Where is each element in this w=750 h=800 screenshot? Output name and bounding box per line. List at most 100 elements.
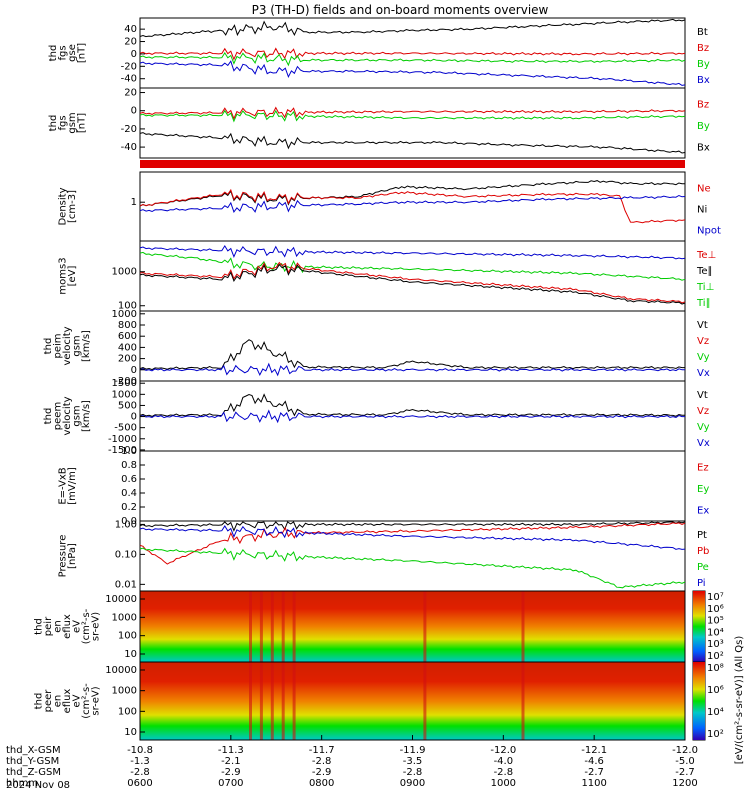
x-tick-label: -2.9 [221, 767, 241, 778]
y-axis-label: gsm [72, 335, 83, 356]
series-Vt [139, 339, 685, 371]
y-tick-label: 500 [118, 400, 137, 411]
y-tick-label: 1500 [112, 378, 137, 389]
y-axis-label: peim [53, 333, 64, 358]
x-tick-label: 0900 [400, 778, 425, 789]
y-axis-label: eV [72, 620, 83, 633]
y-tick-label: 1000 [112, 267, 137, 278]
y-axis-label: fgs [57, 45, 68, 60]
legend-Vx: Vx [697, 368, 710, 379]
y-tick-label: 200 [118, 354, 137, 365]
x-tick-label: -2.7 [584, 767, 604, 778]
y-tick-label: 0.10 [115, 549, 137, 560]
y-axis-label: eV [72, 694, 83, 707]
y-tick-label: 0.8 [121, 460, 137, 471]
legend-Bz: Bz [697, 43, 709, 54]
x-tick-label: -11.3 [218, 745, 244, 756]
x-tick-label: 1000 [491, 778, 516, 789]
y-axis-label: thd [34, 618, 45, 635]
y-tick-label: 800 [118, 320, 137, 331]
y-tick-label: 0.4 [121, 488, 137, 499]
y-tick-label: 1.00 [115, 519, 137, 530]
y-tick-label: -200 [114, 376, 137, 387]
y-tick-label: -20 [121, 61, 137, 72]
y-axis-label: E=-VxB [57, 467, 68, 504]
y-tick-label: 1000 [112, 686, 137, 697]
x-tick-label: -3.5 [403, 756, 423, 767]
series-Vx [139, 409, 685, 424]
y-tick-label: 100 [118, 631, 137, 642]
series-Vt [139, 393, 685, 417]
y-axis-label: Pressure [57, 535, 68, 578]
y-axis-label: [mV/m] [67, 467, 78, 505]
figure-title: P3 (TH-D) fields and on-board moments ov… [252, 3, 549, 17]
y-tick-label: 0 [131, 106, 137, 117]
series-Pt [139, 521, 686, 532]
y-axis-label: gsm [72, 405, 83, 426]
panel-4: moms3[eV] 1000 100 Te⊥ Te∥ Ti⊥ Ti∥ [57, 240, 716, 312]
series-Te⊥ [139, 261, 686, 304]
series-Te∥ [139, 263, 686, 305]
series-By [139, 109, 686, 123]
series-Pb [139, 522, 686, 565]
panel-3: Density[cm-3] 1 Ne Ni Npot [57, 171, 721, 242]
x-tick-label: -2.8 [494, 767, 514, 778]
y-axis-label: moms3 [57, 257, 68, 294]
x-tick-label: -2.8 [403, 767, 423, 778]
y-tick-label: -20 [121, 124, 137, 135]
legend-Ti∥: Ti∥ [696, 298, 711, 309]
y-axis-label: eflux [62, 614, 73, 639]
legend-Bt: Bt [697, 27, 708, 38]
date-label: 2024 Nov 08 [6, 780, 70, 791]
y-tick-label: -1500 [108, 445, 137, 456]
legend-Vt: Vt [697, 390, 708, 401]
plot-frame [139, 171, 686, 242]
x-tick-label: -2.7 [675, 767, 695, 778]
y-tick-label: -500 [114, 423, 137, 434]
x-tick-label: -2.8 [130, 767, 150, 778]
legend-By: By [697, 121, 710, 132]
y-axis-label: [nPa] [67, 543, 78, 569]
y-tick-label: 10000 [105, 594, 137, 605]
legend-Vy: Vy [697, 422, 710, 433]
series-Pi [139, 525, 686, 550]
x-axis-row-label: thd_Y-GSM [6, 756, 59, 767]
y-tick-label: 0.6 [121, 474, 137, 485]
series-Vx [139, 362, 685, 377]
y-axis-label: thd [48, 45, 59, 62]
x-axis-row-label: hhmm [6, 778, 38, 789]
y-axis-label: (cm²-s- [81, 608, 92, 644]
y-axis-label: [nT] [76, 113, 87, 133]
colorbar-tick: 10⁴ [707, 707, 724, 718]
x-tick-label: 0600 [127, 778, 152, 789]
spectrogram [140, 591, 685, 662]
x-tick-label: -2.1 [221, 756, 241, 767]
plot-frame [139, 310, 686, 382]
legend-Ne: Ne [697, 184, 711, 195]
y-axis-label: fgs [57, 115, 68, 130]
x-tick-label: 0800 [309, 778, 334, 789]
y-tick-label: 1000 [112, 309, 137, 320]
legend-Vz: Vz [697, 406, 709, 417]
legend-Te⊥: Te⊥ [696, 250, 716, 261]
legend-Ni: Ni [697, 205, 707, 216]
legend-Ey: Ey [697, 484, 709, 495]
legend-Pt: Pt [697, 530, 707, 541]
y-axis-label: thd [34, 693, 45, 710]
x-axis-row-label: thd_X-GSM [6, 745, 61, 756]
x-tick-label: -4.0 [494, 756, 514, 767]
panel-7: E=-VxB[mV/m] 1.0 0.8 0.6 0.4 0.2 0.0 Ez Ey Ex [57, 446, 709, 527]
y-axis-label: sr-eV) [91, 686, 102, 715]
y-tick-label: -40 [121, 74, 137, 85]
y-tick-label: 0.0 [121, 516, 137, 527]
y-tick-label: 1.0 [121, 446, 137, 457]
y-tick-label: 1 [131, 197, 137, 208]
panel-8: Pressure[nPa] 1.00 0.10 0.01 Pt Pb Pe Pi [57, 519, 709, 592]
legend-Bz: Bz [697, 100, 709, 111]
x-tick-label: -4.6 [584, 756, 604, 767]
y-axis-label: [nT] [76, 43, 87, 63]
